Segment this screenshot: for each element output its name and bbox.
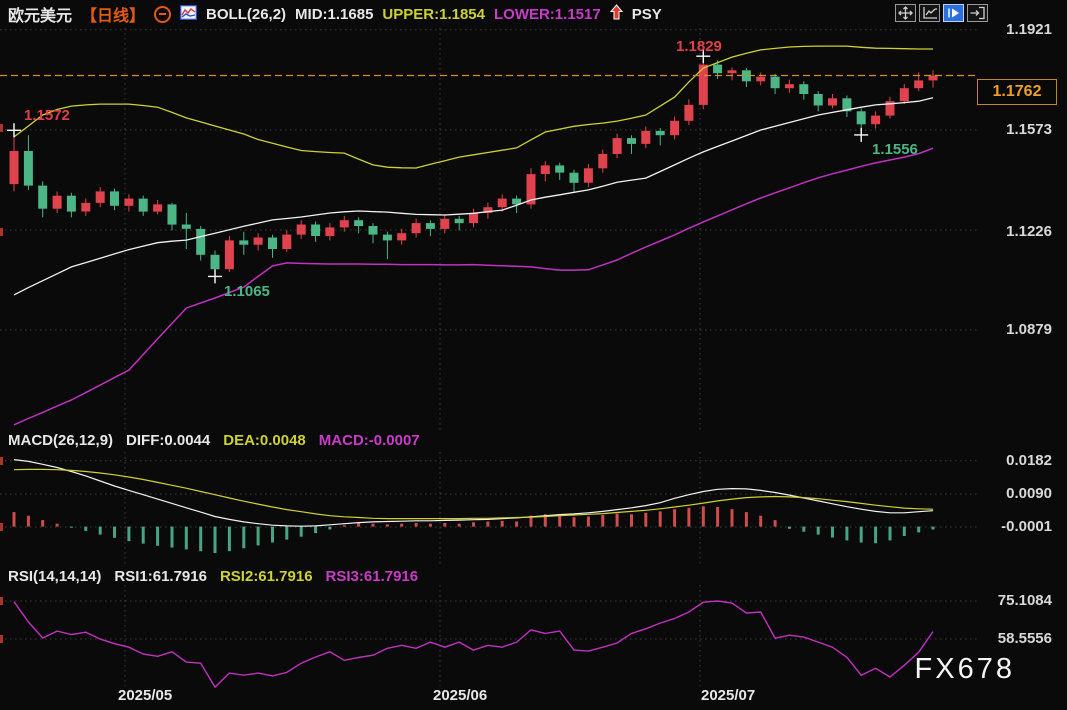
macd-tick: -0.0001 bbox=[1001, 518, 1052, 535]
boll-lower-value: LOWER:1.1517 bbox=[493, 5, 601, 23]
psy-label: PSY bbox=[631, 5, 662, 23]
macd-tick: 0.0182 bbox=[1006, 452, 1052, 469]
x-axis-label: 2025/06 bbox=[433, 687, 488, 704]
x-axis-label: 2025/05 bbox=[118, 687, 173, 704]
price-tick: 1.1573 bbox=[1006, 121, 1052, 138]
rsi2-value: RSI2:61.7916 bbox=[219, 568, 313, 585]
boll-upper-value: UPPER:1.1854 bbox=[382, 5, 485, 23]
boll-mid-value: MID:1.1685 bbox=[295, 5, 374, 23]
boll-indicator-icon[interactable] bbox=[179, 4, 198, 24]
rsi-title: RSI(14,14,14) bbox=[8, 568, 102, 585]
peak-marker-label: 1.1829 bbox=[676, 38, 722, 55]
rsi-tick: 75.1084 bbox=[997, 592, 1052, 609]
exit-chart-icon[interactable] bbox=[967, 4, 988, 22]
chart-toolbar bbox=[895, 4, 988, 22]
price-tick: 1.0879 bbox=[1006, 321, 1052, 338]
macd-tick: 0.0090 bbox=[1006, 485, 1052, 502]
collapse-indicator-icon[interactable] bbox=[154, 5, 172, 23]
rsi1-value: RSI1:61.7916 bbox=[114, 568, 207, 585]
macd-value: MACD:-0.0007 bbox=[318, 432, 420, 449]
price-tick: 1.1921 bbox=[1006, 21, 1052, 38]
period-label: 【日线】 bbox=[81, 8, 146, 25]
price-tick: 1.1226 bbox=[1006, 223, 1052, 240]
fx678-watermark: FX678 bbox=[914, 653, 1015, 685]
macd-dea-value: DEA:0.0048 bbox=[223, 432, 306, 449]
chart-header: 欧元美元 【日线】 BOLL(26,2) MID:1.1685 UPPER:1.… bbox=[8, 3, 662, 25]
pan-crosshair-icon[interactable] bbox=[895, 4, 916, 22]
low-marker-label: 1.1065 bbox=[224, 283, 270, 300]
low2-marker-label: 1.1556 bbox=[872, 141, 918, 158]
x-axis-label: 2025/07 bbox=[701, 687, 756, 704]
macd-diff-value: DIFF:0.0044 bbox=[126, 432, 211, 449]
rsi-tick: 58.5556 bbox=[997, 630, 1052, 647]
play-forward-icon[interactable] bbox=[943, 4, 964, 22]
macd-panel-header: MACD(26,12,9) DIFF:0.0044 DEA:0.0048 MAC… bbox=[8, 432, 420, 449]
current-price-tag: 1.1762 bbox=[977, 79, 1057, 105]
axis-chart-icon[interactable] bbox=[919, 4, 940, 22]
rsi3-value: RSI3:61.7916 bbox=[325, 568, 419, 585]
high-marker-label: 1.1572 bbox=[24, 107, 70, 124]
macd-title: MACD(26,12,9) bbox=[8, 432, 114, 449]
boll-params-label: BOLL(26,2) bbox=[206, 5, 287, 23]
rsi-panel-header: RSI(14,14,14) RSI1:61.7916 RSI2:61.7916 … bbox=[8, 568, 418, 585]
up-arrow-icon bbox=[609, 4, 623, 24]
symbol-name: 欧元美元 bbox=[8, 8, 73, 25]
